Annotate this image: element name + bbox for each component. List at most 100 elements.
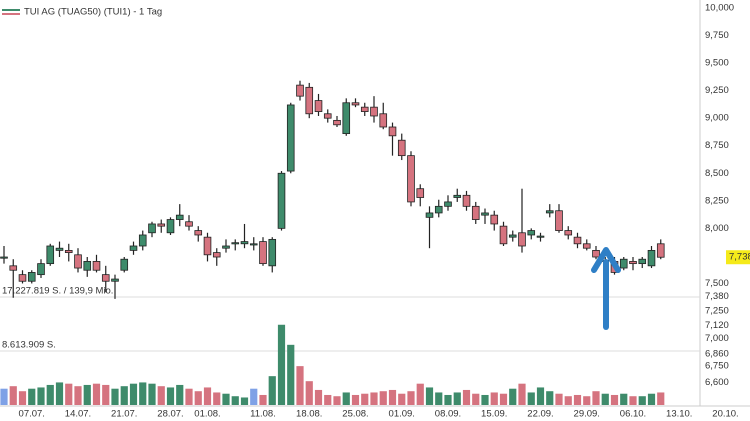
volume-bar	[620, 393, 628, 405]
candle-body	[305, 86, 314, 115]
candle-body	[333, 119, 341, 126]
volume-bar	[481, 394, 489, 405]
volume-bar	[83, 384, 91, 405]
volume-bar	[222, 393, 230, 405]
candle-body	[573, 236, 582, 245]
volume-bar	[333, 396, 341, 405]
candle-body	[240, 241, 249, 245]
volume-bar	[55, 382, 64, 405]
volume-bar	[601, 393, 609, 405]
volume-bar	[351, 394, 360, 405]
volume-bar	[592, 391, 600, 405]
volume-bar	[647, 393, 656, 405]
candle-body	[564, 230, 573, 236]
candle-body	[277, 172, 286, 229]
candle-body	[425, 212, 434, 218]
candle-body	[27, 272, 36, 282]
candle-body	[37, 263, 45, 276]
x-tick-label: 18.08.	[296, 409, 322, 420]
y-tick-label: 9,750	[705, 30, 729, 41]
candle-body	[388, 126, 397, 137]
y-tick-label: 9,250	[705, 85, 729, 96]
candle-body	[268, 238, 277, 267]
volume-bar	[166, 387, 175, 405]
volume-bar	[499, 393, 508, 405]
x-tick-label: 20.10.	[712, 409, 738, 420]
volume-bar	[185, 388, 193, 405]
candle-body	[351, 102, 360, 106]
volume-bar	[74, 386, 82, 405]
plot: 10,000 9,750 9,500 9,250 9,000 8,750 8,500 8,25…	[0, 3, 750, 420]
volume-bar	[379, 391, 387, 405]
candle-body	[592, 249, 600, 258]
candle-body	[129, 245, 138, 251]
volume-bar	[527, 392, 535, 405]
candle-body	[92, 261, 101, 271]
candle-body	[101, 274, 110, 282]
volume-bar	[139, 382, 147, 405]
candle-body	[342, 102, 351, 135]
volume-bar	[416, 383, 424, 405]
volume-bar	[305, 381, 313, 405]
x-tick-label: 13.10.	[666, 409, 692, 420]
volume-bar	[250, 388, 258, 405]
candle-body	[74, 254, 82, 269]
candle-body	[18, 274, 27, 282]
candle-body	[536, 235, 545, 238]
y-tick-label: 7,000	[705, 333, 729, 344]
volume-bar	[555, 393, 563, 405]
chart-title: TUI AG (TUAG50) (TUI1) - 1 Tag	[24, 7, 162, 18]
volume-bar	[361, 393, 369, 405]
volume-bar	[518, 383, 526, 405]
x-tick-label: 01.08.	[194, 409, 220, 420]
volume-bar	[509, 388, 517, 405]
volume-bar	[148, 383, 156, 405]
y-tick-label: 8,500	[705, 168, 729, 179]
volume-bar	[213, 392, 221, 405]
volume-bar	[388, 389, 397, 405]
volume-bar	[435, 392, 443, 405]
candle-body	[231, 242, 240, 245]
volume-bar	[176, 384, 184, 405]
candle-body	[629, 261, 637, 265]
candle-body	[656, 243, 665, 258]
arrow-head	[591, 247, 621, 273]
candle-body	[185, 221, 193, 227]
y-tick-label: 9,500	[705, 58, 729, 69]
candle-body	[508, 234, 517, 238]
candle-body	[296, 84, 304, 97]
candle-body	[0, 256, 8, 259]
x-tick-label: 07.07.	[19, 409, 45, 420]
candle-body	[453, 194, 462, 198]
candle-body	[545, 210, 554, 214]
candle-body	[166, 219, 175, 234]
candle-body	[249, 243, 258, 246]
candle-body	[647, 249, 656, 267]
candle-body	[481, 212, 489, 216]
y-tick-label: 6,750	[705, 361, 729, 372]
y-tick-label: 8,250	[705, 195, 729, 206]
candle-body	[582, 243, 591, 249]
volume-bar	[629, 396, 637, 405]
volume-bar	[46, 384, 54, 405]
candle-body	[397, 139, 406, 157]
candle-body	[222, 245, 230, 249]
volume-bar	[425, 387, 434, 405]
candle-body	[46, 245, 55, 265]
volume-bar	[536, 387, 545, 405]
volume-bar	[296, 366, 304, 405]
volume-bar	[472, 393, 480, 405]
volume-bar	[573, 394, 582, 405]
volume-bar	[407, 391, 415, 405]
x-tick-label: 01.09.	[389, 409, 415, 420]
candle-body	[619, 258, 628, 269]
candle-body	[259, 241, 267, 265]
volume-bar	[314, 389, 323, 405]
volume-bar	[610, 394, 619, 405]
candle-body	[148, 223, 156, 234]
volume-bar	[37, 387, 45, 405]
y-tick-label: 6,600	[705, 377, 729, 388]
volume-bar	[92, 383, 101, 405]
x-tick-label: 11.08.	[250, 409, 276, 420]
